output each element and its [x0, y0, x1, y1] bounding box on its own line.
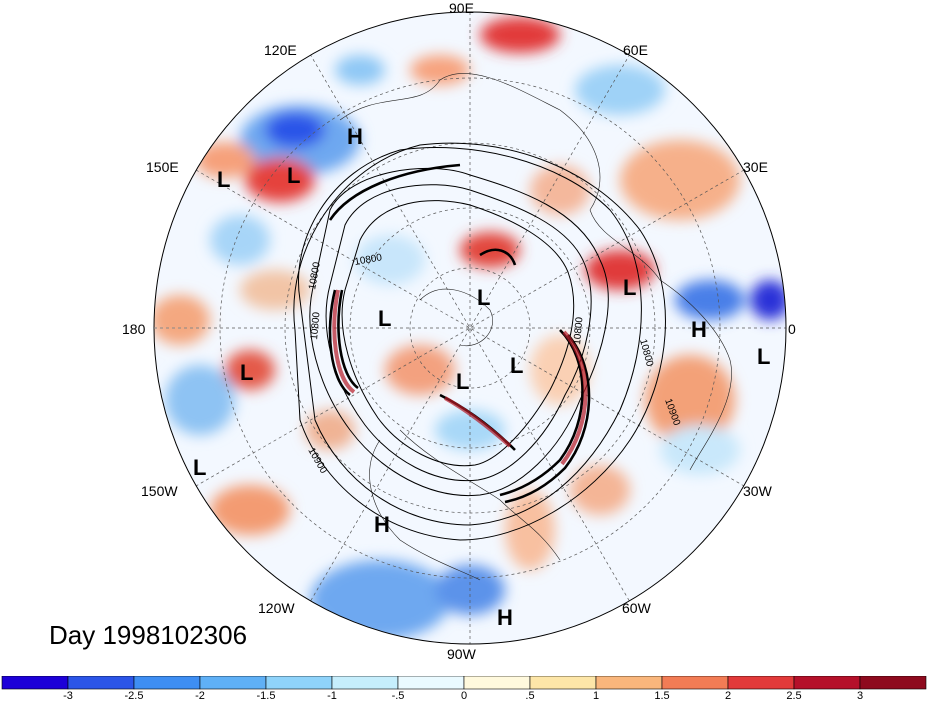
colorbar-tick-label: 1.5	[654, 690, 670, 702]
graticule	[154, 12, 786, 644]
longitude-label-60e: 60E	[623, 42, 648, 58]
colorbar-swatch	[529, 676, 597, 690]
colorbar	[1, 676, 927, 690]
colorbar-swatch	[199, 676, 267, 690]
pressure-center-l: L	[193, 455, 207, 480]
colorbar-tick-label: -3	[63, 690, 73, 702]
colorbar-swatch	[67, 676, 135, 690]
colorbar-tick-label: .5	[525, 690, 535, 702]
colorbar-tick-label: 3	[856, 690, 864, 702]
longitude-label-30e: 30E	[743, 159, 768, 175]
pressure-center-l: L	[287, 163, 301, 188]
pressure-center-l: L	[477, 285, 491, 310]
longitude-label-120e: 120E	[264, 42, 297, 58]
anomaly-field	[154, 17, 786, 640]
longitude-label-0: 0	[788, 321, 796, 337]
coastlines	[339, 73, 732, 581]
pressure-center-h: H	[347, 124, 363, 149]
pressure-center-l: L	[623, 275, 637, 300]
longitude-label-180: 180	[122, 321, 146, 337]
colorbar-swatch	[1, 676, 69, 690]
pressure-center-h: H	[374, 512, 390, 537]
colorbar-swatch	[265, 676, 333, 690]
pressure-center-h: H	[691, 317, 707, 342]
jet-contours	[328, 163, 591, 504]
colorbar-swatch	[727, 676, 795, 690]
colorbar-tick-label: 2.5	[786, 690, 802, 702]
pressure-center-l: L	[378, 306, 392, 331]
colorbar-swatch	[331, 676, 399, 690]
jet-fill	[332, 289, 588, 466]
longitude-label-150e: 150E	[146, 159, 179, 175]
longitude-label-90w: 90W	[447, 646, 476, 662]
colorbar-tick-label: -1.5	[256, 690, 276, 702]
colorbar-swatch	[859, 676, 927, 690]
colorbar-tick-label: 2	[724, 690, 732, 702]
colorbar-tick-label: -1	[327, 690, 337, 702]
pressure-center-h: H	[497, 605, 513, 630]
colorbar-tick-label: -2.5	[124, 690, 144, 702]
day-label: Day 1998102306	[49, 620, 248, 650]
pressure-center-l: L	[217, 167, 231, 192]
longitude-label-150w: 150W	[141, 483, 178, 499]
colorbar-swatch	[661, 676, 729, 690]
colorbar-swatch	[793, 676, 861, 690]
colorbar-swatch	[463, 676, 531, 690]
colorbar-swatch	[133, 676, 201, 690]
height-contours	[293, 142, 666, 541]
longitude-label-30w: 30W	[743, 483, 772, 499]
longitude-label-120w: 120W	[258, 600, 295, 616]
pressure-center-l: L	[757, 344, 771, 369]
colorbar-tick-label: -.5	[391, 690, 405, 702]
pressure-center-l: L	[240, 360, 254, 385]
pressure-center-l: L	[456, 369, 470, 394]
pressure-center-l: L	[510, 353, 524, 378]
colorbar-tick-label: 0	[460, 690, 468, 702]
longitude-label-90e: 90E	[449, 0, 474, 16]
longitude-label-60w: 60W	[622, 600, 651, 616]
colorbar-tick-label: 1	[592, 690, 600, 702]
colorbar-swatch	[595, 676, 663, 690]
colorbar-swatch	[397, 676, 465, 690]
colorbar-tick-label: -2	[195, 690, 205, 702]
